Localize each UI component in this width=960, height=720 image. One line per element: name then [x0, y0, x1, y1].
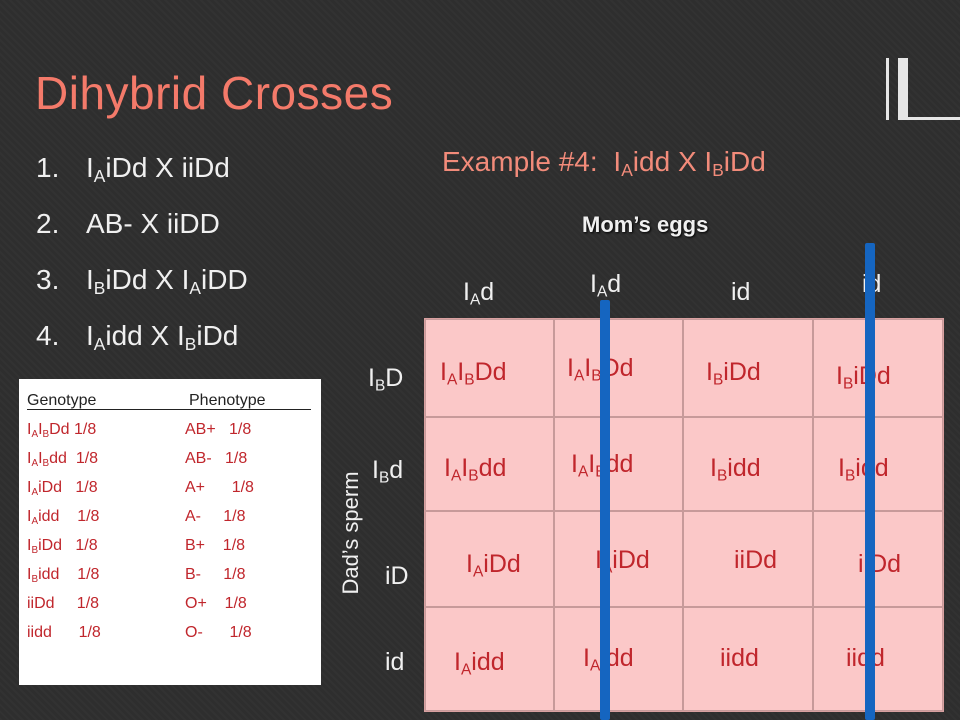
phenotype-header: Phenotype: [189, 392, 266, 409]
genotype-phenotype-table: Genotype Phenotype IAIBDd 1/8 AB+ 1/8 IAIB…: [19, 379, 321, 685]
punnett-cell: IAidd: [425, 607, 554, 711]
genotype-cell: IAIBDd 1/8: [27, 421, 97, 440]
decor-line: [898, 117, 960, 120]
example-heading: Example #4: IAidd X IBiDd: [442, 146, 766, 181]
moms-eggs-label: Mom’s eggs: [582, 212, 709, 237]
cross-item: 4. IAidd X IBiDd: [36, 320, 239, 355]
blue-marker-bar-left: [600, 300, 610, 720]
genotype-cell: IAiDd 1/8: [27, 479, 98, 498]
genotype-cell: iidd 1/8: [27, 624, 101, 641]
genotype-cell: IBidd 1/8: [27, 566, 100, 585]
offspring-genotype: iiDd: [734, 546, 778, 574]
phenotype-cell: O- 1/8: [185, 624, 252, 641]
punnett-cell: IAIBdd: [554, 417, 683, 511]
punnett-cell: IAidd: [554, 607, 683, 711]
egg-header-3: id: [731, 278, 751, 306]
sperm-header-3: iD: [385, 562, 409, 590]
offspring-genotype: IBiDd: [706, 358, 761, 389]
offspring-genotype: IAIBdd: [444, 454, 507, 485]
sperm-header-1: IBD: [368, 364, 404, 395]
offspring-genotype: iidd: [720, 644, 759, 672]
punnett-cell: IBiDd: [813, 319, 943, 417]
decor-bar-thin: [886, 58, 889, 120]
punnett-cell: IBidd: [683, 417, 813, 511]
blue-marker-bar-right: [865, 243, 875, 720]
example-prefix: Example #4:: [442, 146, 598, 177]
offspring-genotype: IBidd: [710, 454, 761, 485]
decor-bar-thick: [898, 58, 908, 120]
offspring-genotype: IBidd: [838, 454, 889, 485]
genotype-cell: IBiDd 1/8: [27, 537, 98, 556]
phenotype-cell: AB- 1/8: [185, 450, 248, 467]
phenotype-cell: B+ 1/8: [185, 537, 246, 554]
punnett-cell: IAIBDd: [554, 319, 683, 417]
punnett-cell: IAiDd: [425, 511, 554, 607]
punnett-cell: IBidd: [813, 417, 943, 511]
egg-header-1: IAd: [463, 278, 495, 309]
dads-sperm-label: Dad’s sperm: [338, 471, 363, 595]
offspring-genotype: IAIBDd: [440, 358, 507, 389]
genotype-cell: iiDd 1/8: [27, 595, 100, 612]
phenotype-cell: O+ 1/8: [185, 595, 247, 612]
offspring-genotype: IBiDd: [836, 362, 891, 393]
punnett-square: IAIBDd IAIBDd IBiDd IBiDd IAIBdd IAIBdd IBidd I…: [424, 318, 944, 712]
phenotype-cell: A+ 1/8: [185, 479, 254, 496]
punnett-cell: iidd: [683, 607, 813, 711]
cross-item: 2. AB- X iiDD: [36, 208, 220, 239]
egg-header-2: IAd: [590, 270, 622, 301]
cross-item: 3. IBiDd X IAiDD: [36, 264, 248, 299]
phenotype-cell: A- 1/8: [185, 508, 246, 525]
cross-item: 1. IAiDd X iiDd: [36, 152, 230, 187]
genotype-cell: IAIBdd 1/8: [27, 450, 99, 469]
punnett-cell: iidd: [813, 607, 943, 711]
punnett-cell: IAiDd: [554, 511, 683, 607]
sperm-header-2: IBd: [372, 456, 404, 487]
punnett-cell: IAIBdd: [425, 417, 554, 511]
punnett-cell: iiDd: [813, 511, 943, 607]
phenotype-cell: B- 1/8: [185, 566, 246, 583]
slide-title: Dihybrid Crosses: [35, 67, 394, 119]
punnett-cell: IBiDd: [683, 319, 813, 417]
cross-list: 1. IAiDd X iiDd 2. AB- X iiDD 3. IBiDd X IAiD…: [36, 148, 248, 372]
genotype-header: Genotype: [27, 392, 97, 409]
sperm-header-4: id: [385, 648, 405, 676]
punnett-cell: iiDd: [683, 511, 813, 607]
phenotype-cell: AB+ 1/8: [185, 421, 252, 438]
punnett-cell: IAIBDd: [425, 319, 554, 417]
offspring-genotype: IAidd: [454, 648, 505, 679]
offspring-genotype: IAiDd: [466, 550, 521, 581]
example-cross: IAidd X IBiDd: [613, 146, 766, 181]
genotype-cell: IAidd 1/8: [27, 508, 100, 527]
